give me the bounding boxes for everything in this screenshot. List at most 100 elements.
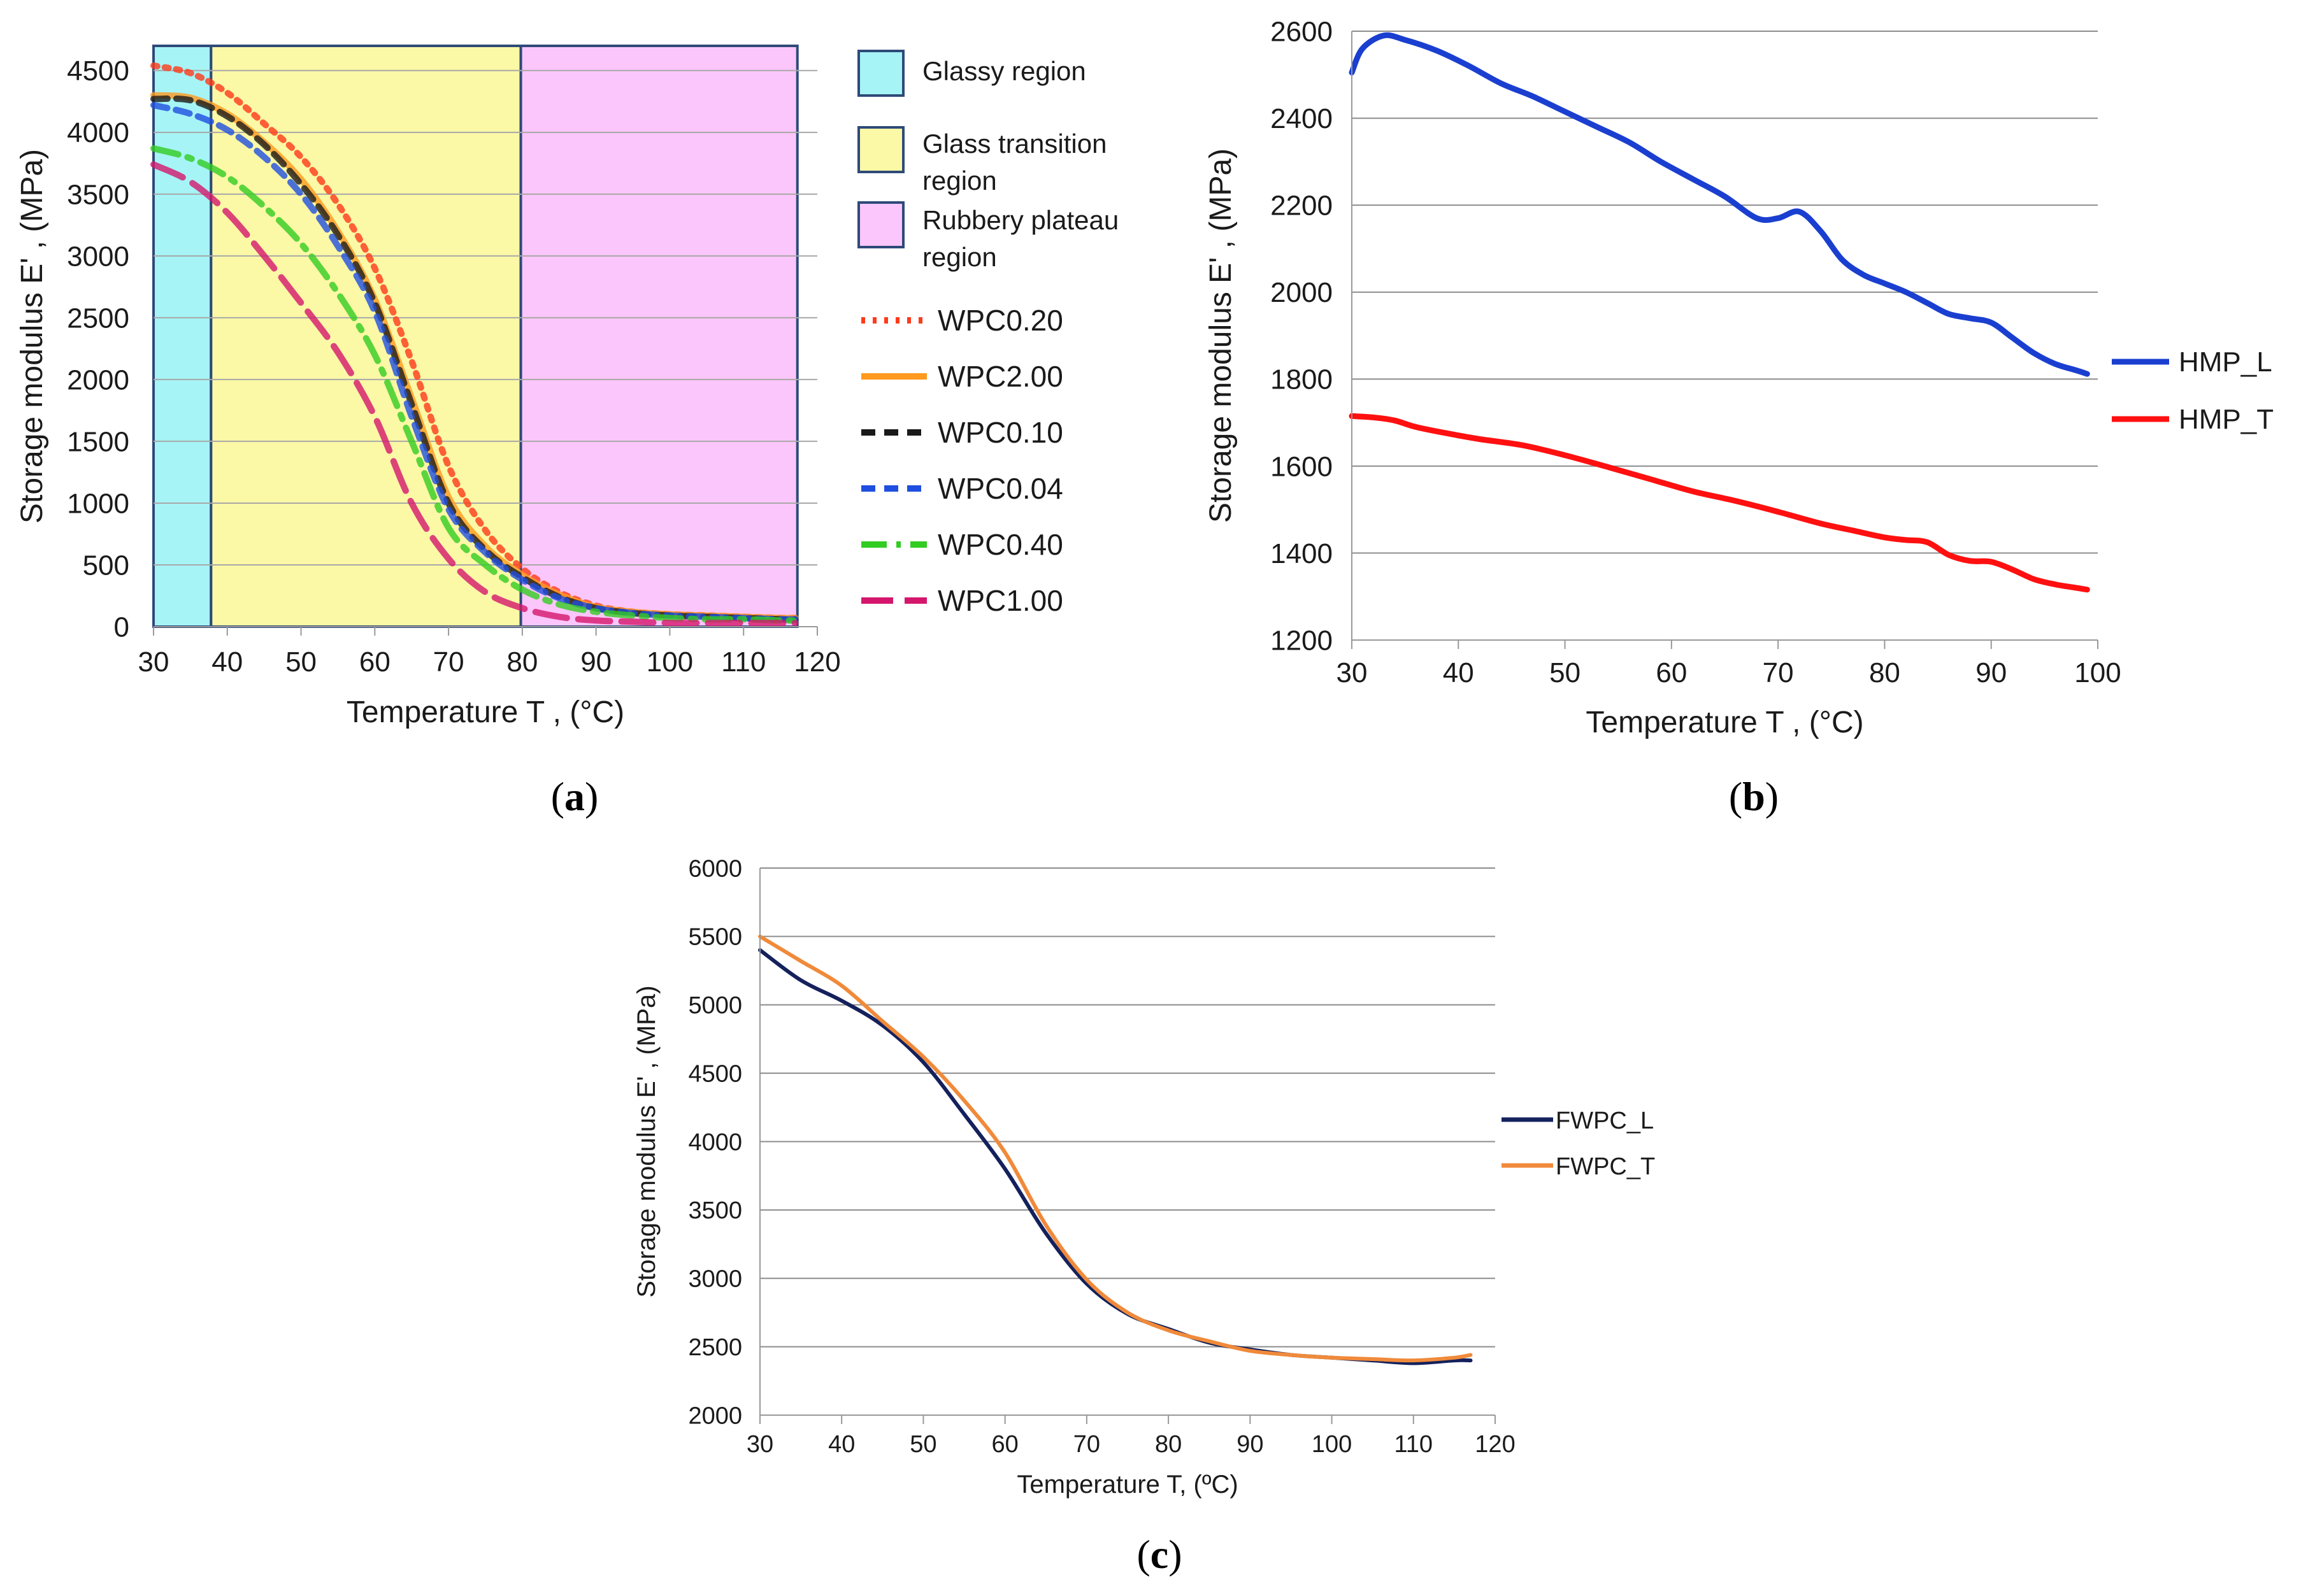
a-x-tick-label: 30 xyxy=(138,646,169,678)
c-x-tick-label: 50 xyxy=(910,1431,936,1458)
b-x-tick-label: 50 xyxy=(1549,657,1580,688)
a-x-tick-label: 110 xyxy=(721,646,766,678)
a-legend-swatch-transition xyxy=(857,126,905,173)
a-x-tick-label: 120 xyxy=(794,646,840,678)
c-y-tick-label: 2000 xyxy=(688,1402,742,1429)
a-legend-label-rubbery: Rubbery plateau region xyxy=(922,205,1119,272)
a-y-tick-label: 3500 xyxy=(67,179,129,210)
c-caption: (c) xyxy=(1136,1532,1182,1577)
a-y-tick-label: 2000 xyxy=(67,364,129,395)
a-legend-label-glassy: Glassy region xyxy=(922,56,1086,86)
c-x-tick-label: 60 xyxy=(992,1431,1019,1458)
c-x-tick-label: 100 xyxy=(1312,1431,1352,1458)
a-x-tick-label: 80 xyxy=(506,646,538,678)
b-x-tick-label: 60 xyxy=(1656,657,1687,688)
c-legend-label: FWPC_T xyxy=(1556,1153,1655,1180)
b-y-tick-label: 1200 xyxy=(1270,625,1333,656)
legend-text-line: region xyxy=(922,242,997,272)
b-x-tick-label: 80 xyxy=(1869,657,1900,688)
a-legend-label-glassy-text: Glassy region xyxy=(922,56,1086,86)
c-series-line-fwpc-t xyxy=(758,934,1473,1363)
a-y-tick-label: 4500 xyxy=(67,55,129,87)
c-x-axis-label: Temperature T, (ºC) xyxy=(1017,1471,1238,1499)
c-legend: FWPC_L FWPC_T xyxy=(1502,1108,1655,1180)
b-y-tick-label: 2000 xyxy=(1270,277,1333,308)
panel-c-chart: 30 40 50 60 70 80 90 100 110 120 2000 2500 3000 3500… xyxy=(633,855,1655,1577)
c-caption-letter: c xyxy=(1150,1532,1168,1577)
panel-b-chart: 30 40 50 60 70 80 90 100 1200 1400 1600 1800 2000 22… xyxy=(1204,16,2274,819)
c-y-tick-label: 4000 xyxy=(688,1129,742,1156)
b-x-tick-label: 70 xyxy=(1763,657,1794,688)
a-x-tick-label: 60 xyxy=(359,646,391,678)
b-x-tick-label: 100 xyxy=(2074,657,2121,688)
b-x-tick-label: 90 xyxy=(1975,657,2007,688)
b-y-axis-label: Storage modulus E' , (MPa) xyxy=(1204,148,1238,523)
a-legend-swatch-glassy xyxy=(857,50,905,97)
a-x-tick-label: 90 xyxy=(580,646,612,678)
a-legend-label: WPC1.00 xyxy=(938,584,1063,617)
c-x-tick-label: 40 xyxy=(828,1431,855,1458)
a-x-tick-label: 70 xyxy=(433,646,464,678)
c-x-tick-label: 80 xyxy=(1155,1431,1182,1458)
c-y-tick-label: 3000 xyxy=(688,1266,742,1293)
a-legend: Glassy region Glass transition region Rub… xyxy=(857,50,1119,617)
a-legend-label: WPC0.04 xyxy=(938,472,1063,505)
b-legend-label: HMP_L xyxy=(2179,346,2272,378)
a-caption: (a) xyxy=(551,774,599,819)
a-y-tick-label: 2500 xyxy=(67,303,129,334)
a-y-tick-label: 3000 xyxy=(67,241,129,272)
a-caption-letter: a xyxy=(564,774,585,819)
c-x-tick-label: 30 xyxy=(747,1431,773,1458)
legend-text-line: Rubbery plateau xyxy=(922,205,1119,235)
b-series-line-hmp-t xyxy=(1349,413,2090,593)
a-legend-swatch-rubbery xyxy=(857,201,905,248)
c-x-tick-label: 120 xyxy=(1475,1431,1515,1458)
a-x-tick-label: 40 xyxy=(211,646,243,678)
b-caption-letter: b xyxy=(1742,774,1765,819)
b-legend: HMP_L HMP_T xyxy=(2112,346,2274,435)
a-y-tick-label: 1500 xyxy=(67,426,129,457)
c-y-tick-label: 2500 xyxy=(688,1334,742,1361)
a-series-line-wpc0-40 xyxy=(150,145,799,624)
a-legend-label-transition: Glass transition region xyxy=(922,129,1107,196)
a-y-tick-label: 1000 xyxy=(67,488,129,519)
c-y-tick-label: 5500 xyxy=(688,924,742,951)
b-x-tick-label: 40 xyxy=(1443,657,1474,688)
b-y-tick-label: 2200 xyxy=(1270,190,1333,222)
a-legend-label: WPC0.20 xyxy=(938,304,1063,337)
b-y-tick-label: 1600 xyxy=(1270,451,1333,482)
c-y-tick-label: 6000 xyxy=(688,855,742,882)
c-y-axis-label: Storage modulus E' , (MPa) xyxy=(633,985,661,1297)
b-series-line-hmp-l xyxy=(1349,32,2090,377)
a-region-2 xyxy=(519,45,799,628)
b-legend-label: HMP_T xyxy=(2179,404,2274,435)
c-y-tick-label: 5000 xyxy=(688,992,742,1019)
c-x-tick-label: 90 xyxy=(1236,1431,1263,1458)
a-x-axis-label: Temperature T , (°C) xyxy=(347,695,624,729)
a-region-0 xyxy=(152,45,213,628)
c-legend-label: FWPC_L xyxy=(1556,1108,1654,1134)
a-series-line-wpc1-00 xyxy=(150,161,799,627)
b-x-axis-label: Temperature T , (°C) xyxy=(1586,706,1863,739)
b-y-tick-label: 2600 xyxy=(1270,16,1333,47)
a-y-axis-label: Storage modulus E' , (MPa) xyxy=(15,149,49,524)
a-y-tick-label: 4000 xyxy=(67,117,129,148)
c-series-line-fwpc-l xyxy=(758,948,1473,1365)
legend-text-line: Glass transition xyxy=(922,129,1107,159)
c-y-tick-label: 4500 xyxy=(688,1060,742,1087)
a-x-tick-label: 100 xyxy=(647,646,693,678)
panel-a-chart: 30 40 50 60 70 80 90 100 110 120 0 500 1000 1500 2000… xyxy=(15,45,1119,819)
a-legend-label: WPC0.40 xyxy=(938,528,1063,561)
c-y-tick-label: 3500 xyxy=(688,1197,742,1224)
a-y-tick-label: 0 xyxy=(114,611,129,643)
b-y-tick-label: 1800 xyxy=(1270,364,1333,395)
b-y-tick-label: 2400 xyxy=(1270,103,1333,134)
a-x-tick-label: 50 xyxy=(285,646,317,678)
a-legend-label: WPC0.10 xyxy=(938,416,1063,449)
legend-text-line: region xyxy=(922,166,997,196)
b-x-tick-label: 30 xyxy=(1337,657,1368,688)
c-x-tick-label: 70 xyxy=(1073,1431,1100,1458)
a-legend-label: WPC2.00 xyxy=(938,360,1063,393)
b-caption: (b) xyxy=(1729,774,1779,819)
